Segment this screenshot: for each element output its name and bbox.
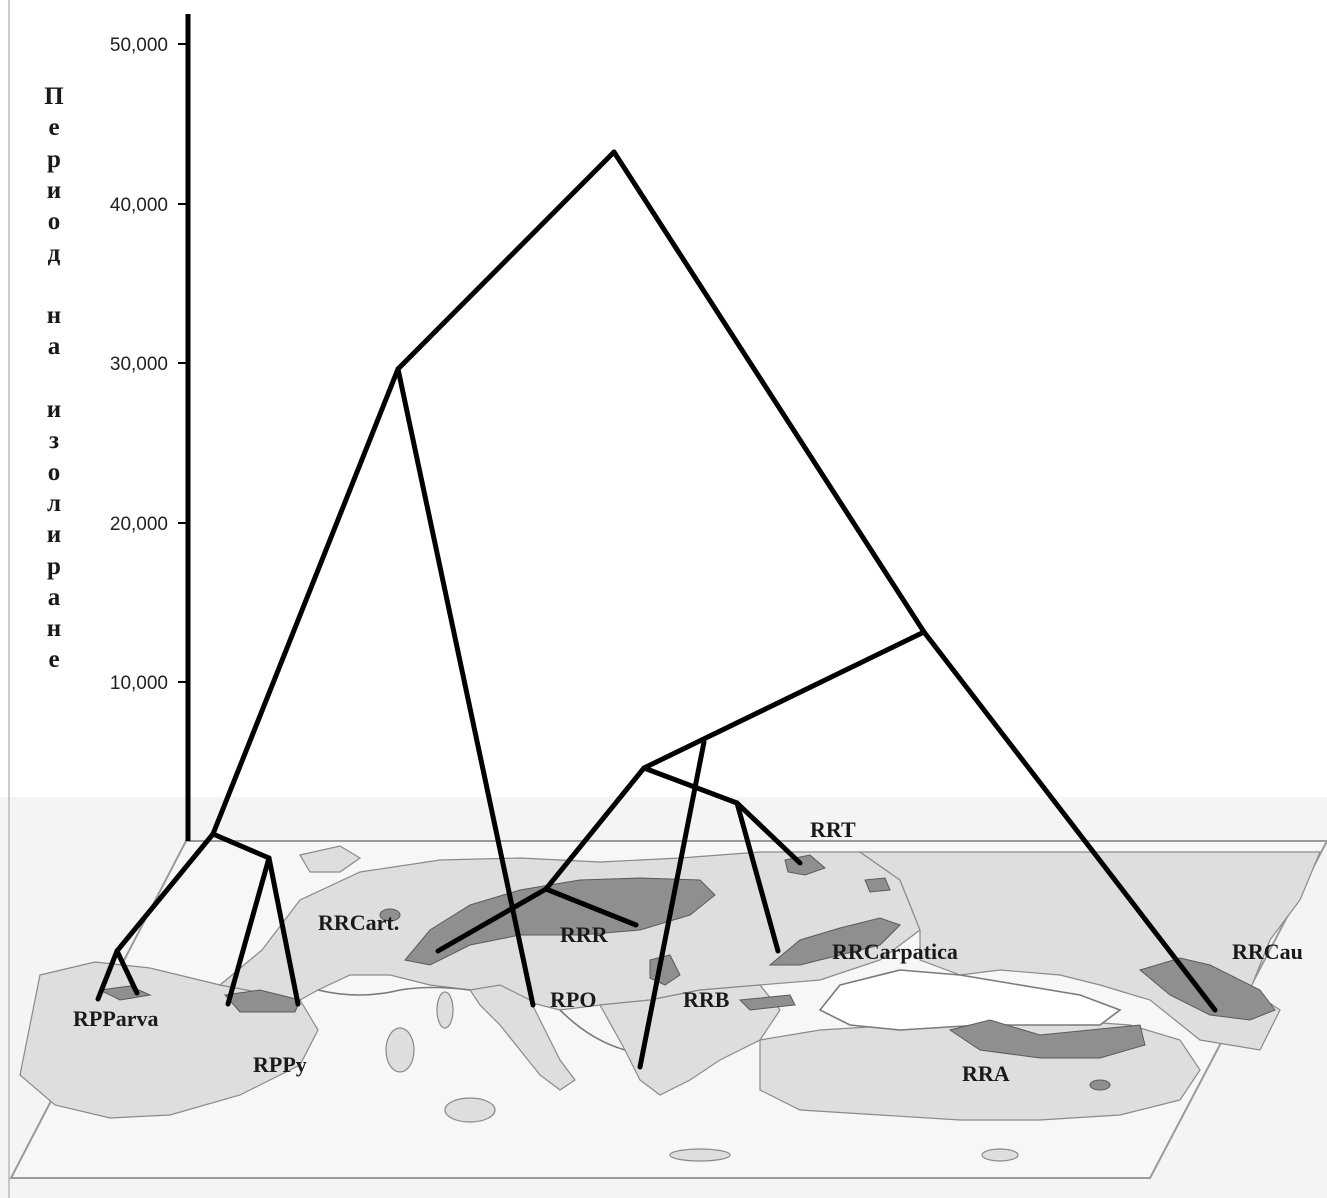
sicily-island — [444, 1097, 496, 1123]
branch — [543, 765, 647, 892]
branch — [641, 765, 740, 806]
range-rrcarpatica — [768, 917, 901, 966]
leaf-label-rrt: RRT — [810, 817, 856, 842]
y-axis: 50,000 40,000 30,000 20,000 10,000 — [110, 14, 191, 841]
branch — [637, 739, 707, 1070]
range-alps — [404, 877, 716, 966]
y-axis-title-char: а — [48, 333, 61, 360]
branch — [734, 800, 803, 866]
branch — [921, 629, 1218, 1013]
leaf-label-rrcau: RRCau — [1232, 939, 1303, 964]
y-axis-title-char: р — [47, 553, 61, 580]
leaf-label-rpo: RPO — [550, 987, 596, 1012]
y-tick-label: 40,000 — [110, 195, 168, 216]
branch — [395, 366, 536, 1008]
y-axis-title-char: о — [48, 459, 61, 486]
y-axis-title-char: з — [49, 427, 59, 454]
y-tick-label: 50,000 — [110, 35, 168, 56]
leaf-label-rra: RRA — [962, 1061, 1010, 1086]
branch — [395, 149, 617, 372]
leaf-label-rrb: RRB — [683, 987, 730, 1012]
branch — [641, 629, 927, 771]
branch — [266, 855, 301, 1007]
leaf-label-rrcarpatica: RRCarpatica — [832, 939, 958, 964]
range-rrt-secondary — [864, 877, 891, 893]
leaf-label-rpparva: RPParva — [73, 1006, 159, 1031]
y-axis-title-char: н — [47, 615, 61, 642]
y-axis-title-char: н — [47, 302, 61, 329]
y-tick-label: 30,000 — [110, 354, 168, 375]
range-rrcau — [1138, 957, 1276, 1021]
y-axis-title-char: е — [48, 646, 59, 673]
y-axis-title-char: л — [47, 490, 61, 517]
leaf-labels: RPParva RPPy RRCart. RPO RRR RRB RRT RRC… — [73, 817, 1303, 1086]
leaf-label-rrr: RRR — [560, 922, 609, 947]
range-misc — [1089, 1079, 1111, 1091]
range-misc — [738, 994, 796, 1011]
branch — [114, 831, 216, 954]
britain-landmass — [299, 845, 362, 873]
range-rra — [948, 1019, 1146, 1059]
y-axis-title-char: П — [44, 83, 63, 110]
leaf-label-rppy: RPPy — [253, 1052, 307, 1077]
y-tick-label: 20,000 — [110, 514, 168, 535]
dendrogram — [95, 149, 1218, 1070]
italy-landmass — [468, 984, 576, 1091]
cyprus-island — [981, 1148, 1019, 1162]
y-axis-title-char: и — [47, 177, 61, 204]
coastline — [559, 1009, 626, 1051]
coastline — [317, 986, 471, 996]
branch — [543, 886, 639, 928]
range-misc — [379, 908, 401, 922]
y-axis-title-char: д — [48, 240, 61, 267]
leaf-label-rrcart: RRCart. — [318, 910, 399, 935]
y-axis-title-char: и — [47, 521, 61, 548]
y-axis-title-char: о — [48, 208, 61, 235]
sardinia-island — [385, 1027, 415, 1073]
branch — [95, 948, 120, 1002]
branch — [210, 366, 401, 837]
y-axis-title-char: е — [48, 114, 59, 141]
y-axis-title-char: р — [47, 146, 61, 173]
black-sea — [818, 969, 1122, 1031]
branch — [611, 149, 927, 635]
balkans-landmass — [599, 984, 781, 1096]
y-tick-label: 10,000 — [110, 673, 168, 694]
branch — [734, 800, 781, 954]
branch — [225, 855, 272, 1007]
corsica-island — [436, 991, 454, 1029]
branch — [435, 886, 549, 954]
y-axis-title-char: и — [47, 396, 61, 423]
y-axis-title-char: а — [48, 584, 61, 611]
branch — [210, 831, 272, 861]
crete-island — [669, 1148, 731, 1162]
europe-map — [9, 840, 1327, 1179]
branch — [114, 948, 140, 996]
